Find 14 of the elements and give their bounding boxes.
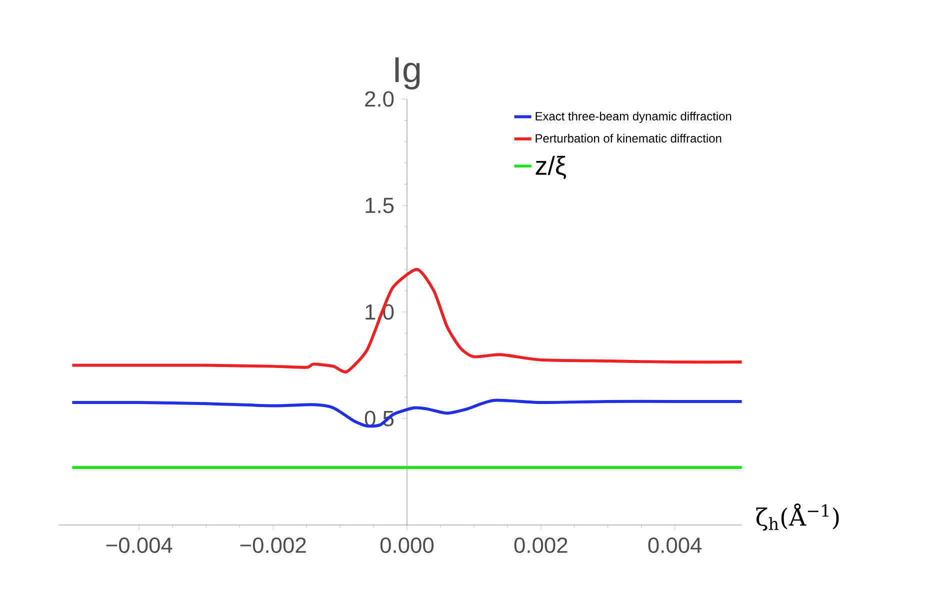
legend-label: z/ξ (536, 156, 566, 180)
y-axis-title: Ig (395, 57, 420, 90)
x-tick-label: −0.002 (240, 537, 306, 554)
x-tick-label: 0.004 (648, 537, 702, 554)
line-series (70, 398, 744, 428)
x-tick-label: 0.002 (514, 537, 568, 554)
x-axis-title: ζ$_{h}$(Å$^{−1}$) (756, 503, 839, 531)
x-tick-label: 0.000 (380, 537, 434, 554)
y-tick-label: 1.5 (366, 198, 394, 214)
line-series (70, 268, 744, 374)
y-tick-label: 2.0 (365, 91, 394, 107)
legend-label: Perturbation of kinematic diffraction (536, 134, 722, 143)
x-tick-label: −0.004 (106, 537, 172, 554)
legend-label: Exact three-beam dynamic diffraction (536, 112, 732, 123)
